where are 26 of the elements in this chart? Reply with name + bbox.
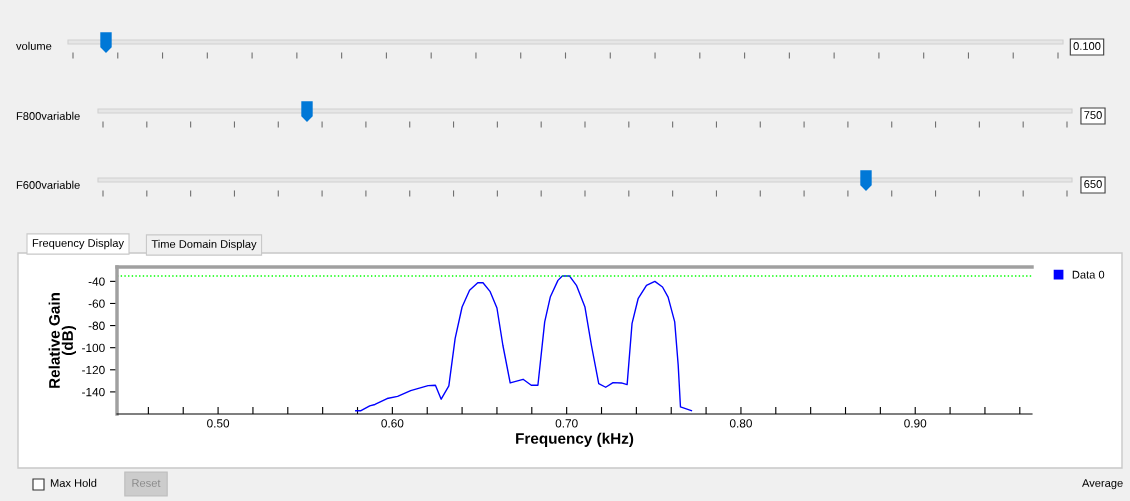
y-tick-label: -100 — [82, 343, 105, 353]
y-tick-label: -40 — [88, 277, 105, 286]
text: volume — [16, 41, 52, 50]
y-tick-label: -140 — [82, 387, 105, 397]
x-axis-title: Frequency (kHz) — [516, 432, 634, 447]
x-tick-label: 0.80 — [729, 419, 752, 428]
legend-label: Data 0 — [1072, 270, 1105, 279]
text: Max Hold — [50, 478, 97, 487]
x-tick-label: 0.90 — [904, 419, 927, 428]
y-tick-label: -120 — [82, 365, 105, 375]
line-series — [355, 275, 693, 412]
text: 650 — [1084, 180, 1102, 188]
text: Reset — [132, 479, 161, 487]
x-tick-label: 0.70 — [555, 419, 578, 428]
text: F800variable — [16, 111, 80, 120]
text: Frequency Display — [32, 238, 124, 250]
y-tick-label: -60 — [88, 299, 105, 308]
y-axis-title: Relative Gain (dB) — [48, 293, 77, 388]
text: Time Domain Display — [151, 239, 257, 251]
text: F600variable — [16, 180, 80, 189]
text: 0.100 — [1073, 42, 1101, 50]
x-tick-label: 0.60 — [381, 419, 404, 428]
text: 750 — [1084, 111, 1102, 119]
text: Average — [1082, 479, 1123, 490]
y-tick-label: -80 — [88, 321, 105, 330]
x-tick-label: 0.50 — [207, 419, 230, 428]
